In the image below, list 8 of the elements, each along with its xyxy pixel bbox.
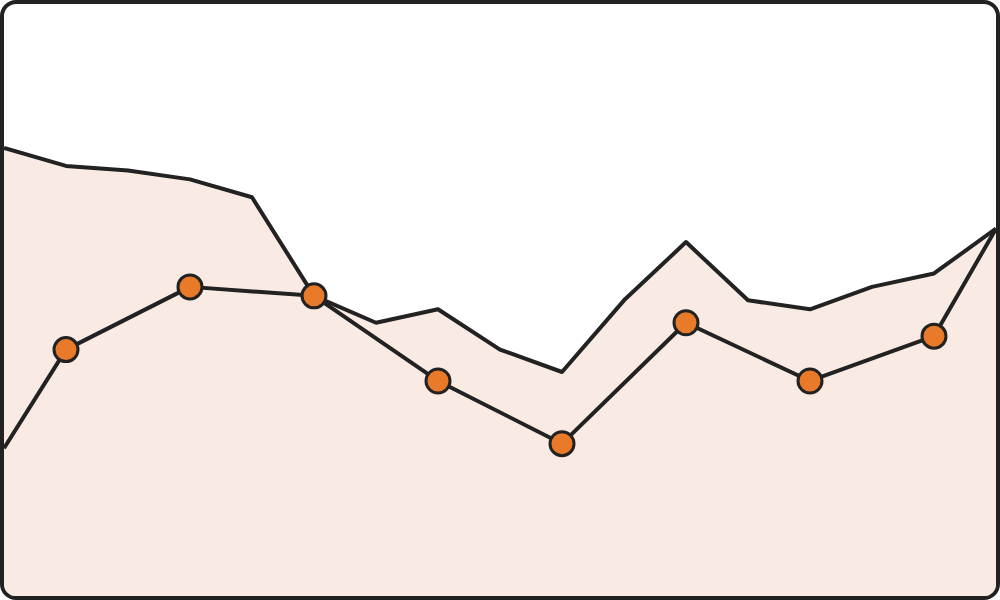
point (300, 282, 328, 310)
point (920, 322, 948, 350)
point (796, 367, 824, 395)
point (176, 273, 204, 301)
point (548, 430, 576, 458)
point (672, 309, 700, 337)
point (52, 336, 80, 364)
point (424, 367, 452, 395)
